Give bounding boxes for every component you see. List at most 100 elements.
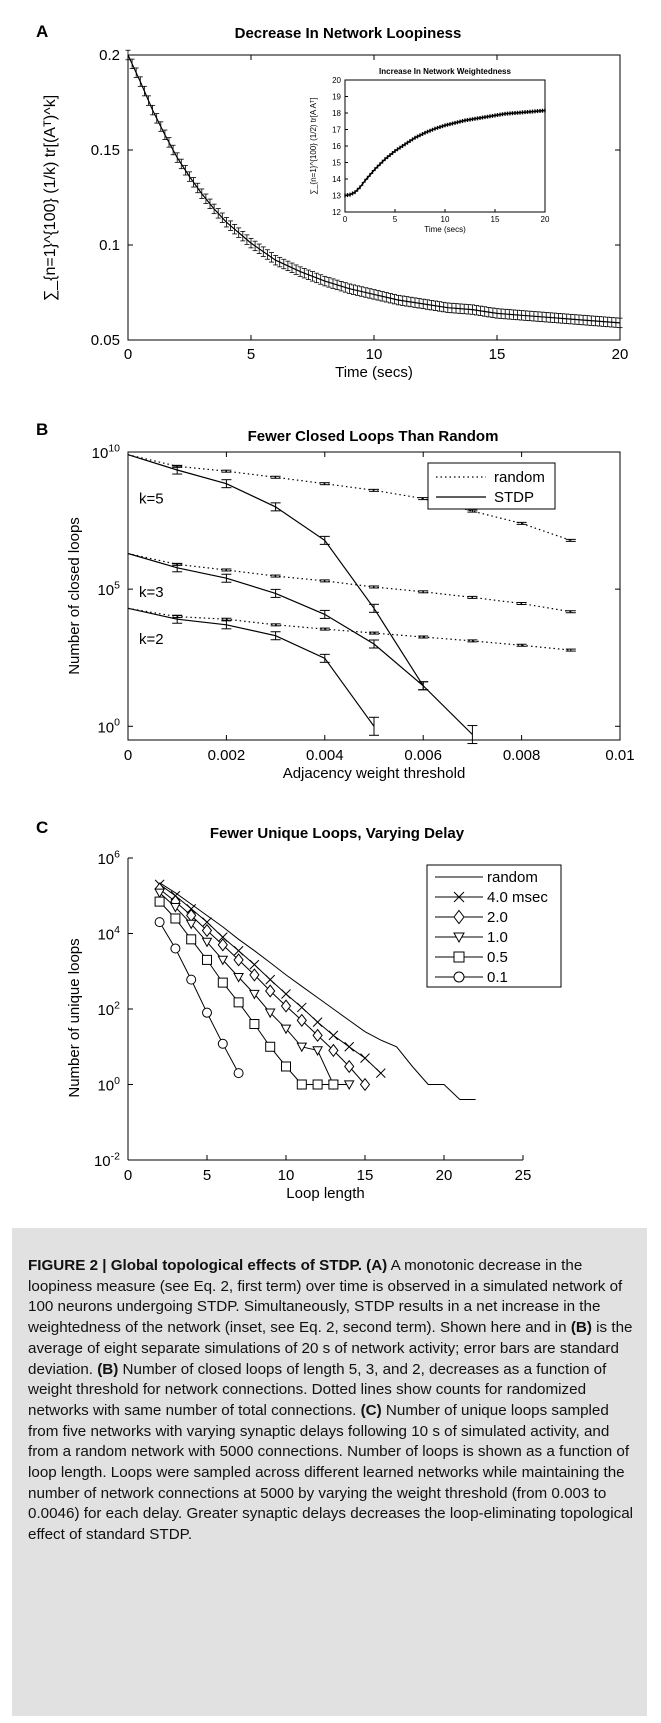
series-line-c xyxy=(159,921,240,1074)
marker-square xyxy=(265,1041,276,1052)
y-tick-label-b: 1010 xyxy=(92,442,121,462)
inset-y-tick-label-a: 17 xyxy=(332,126,341,135)
inset-x-tick-label-a: 15 xyxy=(491,215,500,224)
inset-x-axis-label-a: Time (secs) xyxy=(424,225,466,234)
inset-series-line-a xyxy=(344,109,546,197)
y-tick-label-c: 106 xyxy=(97,848,120,868)
caption-body: (A) A monotonic decrease in the loopines… xyxy=(28,1257,633,1543)
panel-letter-b: B xyxy=(36,420,49,439)
marker-triangle-down xyxy=(217,955,229,966)
marker-x xyxy=(281,989,291,999)
y-tick-label-a: 0.05 xyxy=(91,332,120,349)
marker-x xyxy=(328,1030,339,1041)
x-tick-label-b: 0.004 xyxy=(306,747,344,764)
marker-circle xyxy=(453,971,465,983)
x-tick-label-c: 10 xyxy=(278,1167,295,1184)
series-line-a xyxy=(127,54,621,324)
y-tick-label-a: 0.15 xyxy=(91,142,120,159)
marker-square xyxy=(154,896,165,907)
legend-b xyxy=(427,462,556,510)
caption-text: A monotonic decrease in the loopiness me… xyxy=(28,1257,623,1337)
marker-diamond xyxy=(280,999,292,1013)
marker-circle xyxy=(154,917,165,928)
caption-panel-ref: (B) xyxy=(97,1360,119,1378)
y-tick-label-b: 105 xyxy=(97,579,120,599)
marker-square xyxy=(249,1019,260,1030)
marker-triangle-down xyxy=(154,888,165,899)
marker-diamond xyxy=(217,938,228,952)
series-line-b xyxy=(127,454,473,735)
marker-diamond xyxy=(312,1028,323,1043)
inset-y-tick-label-a: 12 xyxy=(332,208,341,217)
inset-plot-area-a xyxy=(344,79,546,213)
legend-label-c: 0.5 xyxy=(487,949,508,966)
x-tick-label-a: 20 xyxy=(612,346,629,363)
marker-circle xyxy=(170,943,181,954)
marker-triangle-down xyxy=(201,937,213,948)
marker-circle xyxy=(233,1068,244,1079)
series-line-b xyxy=(127,607,375,727)
marker-triangle-down xyxy=(343,1080,355,1091)
chart-panel-a: Decrease In Network Loopiness 0 5 10 15 20 0.0… xyxy=(42,25,629,381)
chart-title-c: Fewer Unique Loops, Varying Delay xyxy=(210,825,465,842)
panel-letter-c: C xyxy=(36,818,49,837)
marker-square xyxy=(328,1079,339,1090)
marker-triangle-down xyxy=(296,1042,308,1053)
caption-panel-ref: (A) xyxy=(366,1257,388,1274)
marker-x xyxy=(375,1068,386,1078)
marker-square xyxy=(217,977,228,988)
marker-square xyxy=(186,934,197,945)
x-tick-label-a: 5 xyxy=(247,346,255,363)
y-axis-label-a: ∑_{n=1}^{100} (1/k) tr[(Aᵀ)^k] xyxy=(42,95,59,301)
marker-x xyxy=(217,932,228,943)
marker-triangle-down xyxy=(170,903,181,913)
marker-x xyxy=(344,1041,355,1052)
x-axis-label-a: Time (secs) xyxy=(335,364,413,381)
marker-diamond xyxy=(265,984,276,998)
marker-square xyxy=(233,997,244,1008)
inset-y-axis-label-a: ∑_{n=1}^{100} (1/2) tr[A Aᵀ] xyxy=(309,97,318,194)
marker-x xyxy=(249,959,260,970)
x-tick-label-b: 0.01 xyxy=(605,747,634,764)
y-tick-label-c: 100 xyxy=(97,1075,120,1095)
y-tick-label-b: 100 xyxy=(97,717,120,737)
marker-triangle-down xyxy=(264,1008,276,1019)
x-axis-label-b: Adjacency weight threshold xyxy=(283,765,466,782)
marker-x xyxy=(233,945,244,956)
y-axis-label-b: Number of closed loops xyxy=(66,517,83,675)
caption-panel-ref: (C) xyxy=(360,1401,382,1419)
x-tick-label-b: 0 xyxy=(124,747,132,764)
legend-label-c: 1.0 xyxy=(487,929,508,946)
marker-diamond xyxy=(201,923,213,938)
inset-y-tick-label-a: 16 xyxy=(332,142,341,151)
y-tick-label-c: 102 xyxy=(97,999,120,1019)
annotation-b: k=3 xyxy=(139,584,164,601)
marker-circle xyxy=(202,1007,212,1018)
figure-caption: FIGURE 2 | Global topological effects of… xyxy=(28,1256,638,1546)
series-line-b xyxy=(127,552,571,613)
marker-x xyxy=(202,917,212,927)
marker-x xyxy=(453,891,465,903)
marker-diamond xyxy=(328,1043,339,1058)
inset-title-a: Increase In Network Weightedness xyxy=(379,67,511,76)
inset-y-tick-label-a: 13 xyxy=(332,192,341,201)
series-line-b xyxy=(127,552,424,687)
caption-text: Number of unique loops sampled from five… xyxy=(28,1401,634,1544)
x-tick-label-c: 20 xyxy=(436,1167,453,1184)
marker-square xyxy=(202,954,212,965)
legend-label-c: 2.0 xyxy=(487,909,508,926)
marker-x xyxy=(265,974,276,985)
y-tick-label-c: 104 xyxy=(97,924,120,944)
caption-box xyxy=(12,1228,647,1716)
inset-x-tick-label-a: 5 xyxy=(393,215,398,224)
x-tick-label-c: 0 xyxy=(124,1167,132,1184)
inset-y-tick-label-a: 14 xyxy=(332,175,341,184)
legend-label-c: 4.0 msec xyxy=(487,889,548,906)
marker-triangle-down xyxy=(280,1024,292,1035)
caption-text: is the average of eight separate simulat… xyxy=(28,1319,633,1378)
marker-diamond xyxy=(249,968,260,982)
marker-x xyxy=(296,1002,307,1013)
marker-x xyxy=(360,1053,370,1063)
caption-lead: FIGURE 2 | Global topological effects of… xyxy=(28,1257,362,1274)
chart-title-b: Fewer Closed Loops Than Random xyxy=(248,428,499,445)
